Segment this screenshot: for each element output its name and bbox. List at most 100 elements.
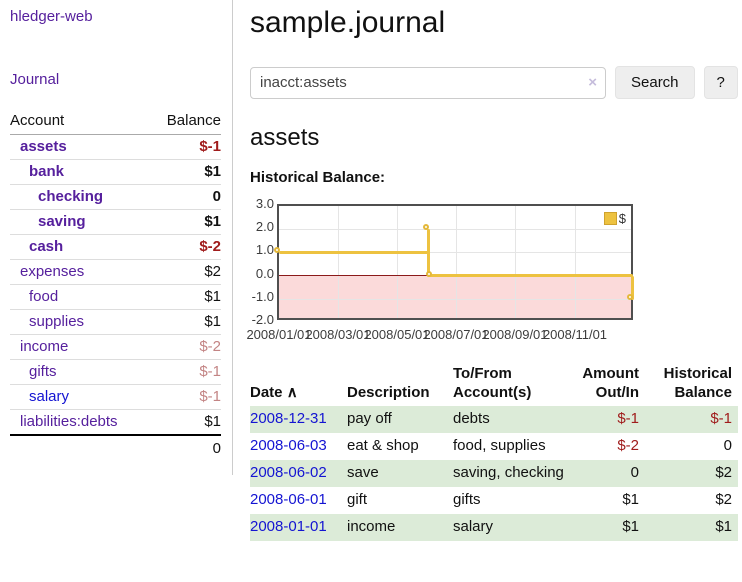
account-link[interactable]: food [29, 288, 59, 305]
total-balance: 0 [150, 434, 221, 461]
accounts-column-header: To/From Account(s) [453, 365, 532, 401]
account-link[interactable]: income [20, 338, 69, 355]
transaction-balance: 0 [723, 437, 732, 454]
transaction-row: 2008-01-01 income salary $1 $1 [250, 514, 738, 541]
account-balance: $-1 [150, 134, 221, 160]
account-balance: $-1 [150, 384, 221, 410]
balance-column-header: Balance [150, 108, 221, 135]
transaction-row: 2008-06-03 eat & shop food, supplies $-2… [250, 433, 738, 460]
x-tick: 2008/01/01 [246, 327, 312, 342]
account-balance: $1 [150, 309, 221, 335]
transaction-accounts: gifts [453, 491, 481, 508]
transaction-date-link[interactable]: 2008-06-01 [250, 491, 327, 508]
transaction-accounts: salary [453, 518, 494, 535]
x-tick: 2008/09/01 [482, 327, 548, 342]
account-balance: $-2 [150, 234, 221, 260]
search-input[interactable] [250, 66, 606, 99]
balance-column-header: Historical Balance [663, 365, 732, 401]
x-tick: 2008/03/01 [305, 327, 371, 342]
x-tick: 2008/05/01 [364, 327, 430, 342]
data-point [274, 247, 280, 253]
account-link[interactable]: supplies [29, 313, 85, 330]
transaction-balance: $2 [715, 464, 732, 481]
sidebar-total-row: 0 [10, 434, 221, 461]
gridline [456, 206, 457, 318]
account-balance: $1 [150, 284, 221, 310]
sidebar-item-food: food $1 [10, 284, 221, 310]
amount-column-header: Amount Out/In [582, 365, 639, 401]
legend-label: $ [618, 211, 626, 226]
transaction-amount: $1 [622, 491, 639, 508]
transaction-date-link[interactable]: 2008-12-31 [250, 410, 327, 427]
account-balance: $1 [150, 209, 221, 235]
transaction-date-link[interactable]: 2008-06-03 [250, 437, 327, 454]
account-link[interactable]: checking [38, 188, 104, 205]
search-bar: × Search ? [250, 66, 738, 99]
negative-region [279, 276, 631, 318]
transaction-balance: $1 [715, 518, 732, 535]
data-point [426, 271, 432, 277]
gridline [279, 252, 631, 253]
gridline [279, 229, 631, 230]
account-link[interactable]: expenses [20, 263, 85, 280]
transaction-balance: $-1 [710, 410, 732, 427]
transaction-description: income [347, 518, 396, 535]
sidebar-item-checking: checking 0 [10, 184, 221, 210]
chart-legend: $ [603, 211, 626, 226]
account-balance: $1 [150, 159, 221, 185]
transaction-description: save [347, 464, 379, 481]
account-balance: 0 [150, 184, 221, 210]
gridline [575, 206, 576, 318]
account-balance: $1 [150, 409, 221, 436]
x-tick: 2008/11/01 [542, 327, 608, 342]
clear-search-icon[interactable]: × [588, 73, 597, 91]
chart-plot-area: $ [274, 204, 634, 320]
sidebar-item-salary: salary $-1 [10, 384, 221, 410]
gridline [279, 299, 631, 300]
account-link[interactable]: salary [29, 388, 70, 405]
search-button[interactable]: Search [615, 66, 695, 99]
historical-balance-chart: 3.0 2.0 1.0 0.0 -1.0 -2.0 [246, 197, 710, 345]
account-heading: assets [250, 124, 320, 151]
x-tick: 2008/07/01 [423, 327, 489, 342]
help-button[interactable]: ? [703, 66, 738, 99]
series-line [279, 251, 429, 254]
data-point [423, 224, 429, 230]
transactions-table: Date ∧ Description To/From Account(s) Am… [250, 362, 738, 541]
account-link[interactable]: liabilities:debts [20, 413, 118, 430]
sidebar-item-bank: bank $1 [10, 159, 221, 185]
date-column-header[interactable]: Date ∧ [250, 362, 347, 406]
sidebar-item-saving: saving $1 [10, 209, 221, 235]
series-line [427, 229, 430, 277]
account-link[interactable]: cash [29, 238, 64, 255]
account-link[interactable]: gifts [29, 363, 57, 380]
account-column-header: Account [10, 108, 151, 135]
sort-ascending-icon: ∧ [286, 384, 298, 401]
gridline [515, 206, 516, 318]
series-line [429, 274, 633, 277]
sidebar-item-assets: assets $-1 [10, 134, 221, 160]
transaction-date-link[interactable]: 2008-01-01 [250, 518, 327, 535]
transaction-date-link[interactable]: 2008-06-02 [250, 464, 327, 481]
transaction-row: 2008-12-31 pay off debts $-1 $-1 [250, 406, 738, 433]
account-balance-table: Account Balance assets $-1 bank $1 check… [10, 108, 221, 461]
app-title-link[interactable]: hledger-web [10, 8, 93, 25]
transaction-row: 2008-06-02 save saving, checking 0 $2 [250, 460, 738, 487]
transaction-amount: 0 [630, 464, 639, 481]
sidebar-item-income: income $-2 [10, 334, 221, 360]
account-link[interactable]: assets [20, 138, 67, 155]
account-balance: $-1 [150, 359, 221, 385]
description-column-header: Description [347, 384, 430, 401]
transaction-description: eat & shop [347, 437, 419, 454]
sidebar-item-journal[interactable]: Journal [10, 71, 60, 88]
transaction-accounts: saving, checking [453, 464, 564, 481]
y-tick: 0.0 [255, 266, 274, 281]
account-link[interactable]: bank [29, 163, 65, 180]
sidebar: hledger-web Journal Account Balance asse… [0, 0, 233, 475]
y-tick: 2.0 [255, 219, 274, 234]
sidebar-item-cash: cash $-2 [10, 234, 221, 260]
series-line [631, 276, 634, 300]
account-link[interactable]: saving [38, 213, 86, 230]
transaction-amount: $1 [622, 518, 639, 535]
sidebar-item-supplies: supplies $1 [10, 309, 221, 335]
